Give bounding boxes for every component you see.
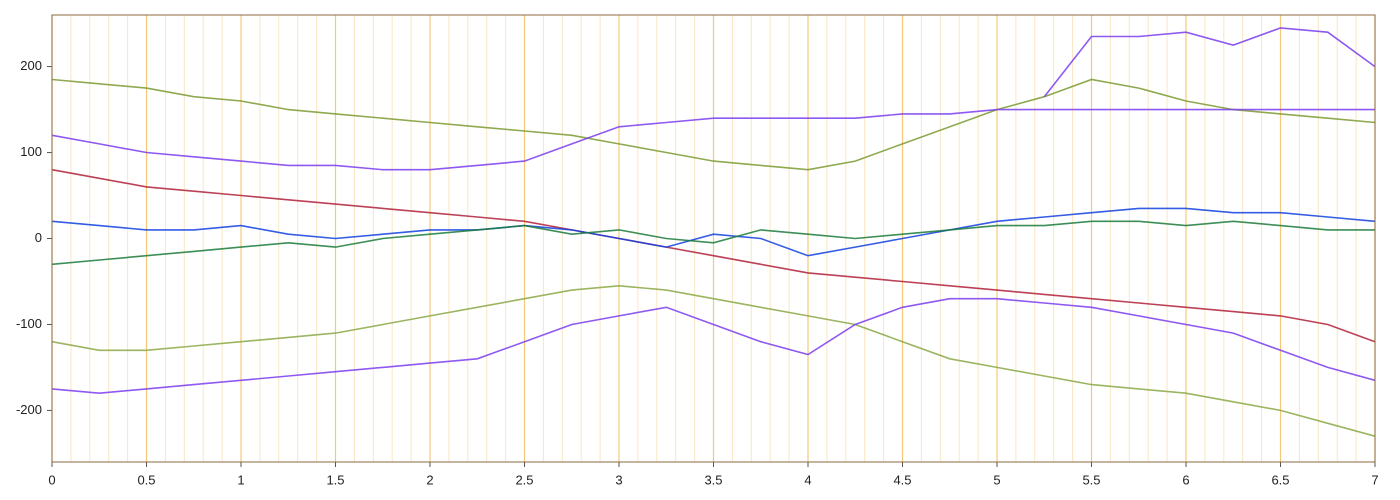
y-tick-label: -200 [16,402,42,417]
x-tick-label: 7 [1371,472,1378,487]
series-line [51,297,1376,395]
x-tick-label: 2 [426,472,433,487]
series-line [51,78,1376,171]
x-tick-label: 5 [993,472,1000,487]
x-tick-label: 3.5 [704,472,722,487]
plot-frame [51,14,1376,463]
y-tick-label: 100 [20,144,42,159]
y-tick-label: -100 [16,316,42,331]
x-tick-label: 2.5 [515,472,533,487]
x-tick-label: 6.5 [1271,472,1289,487]
x-tick-label: 4.5 [893,472,911,487]
x-tick-label: 1.5 [326,472,344,487]
x-tick-label: 6 [1182,472,1189,487]
x-tick-label: 5.5 [1082,472,1100,487]
series-line [1043,27,1376,98]
series-line [51,207,1376,257]
x-tick-label: 4 [804,472,811,487]
series-line [51,284,1376,437]
x-tick-label: 0.5 [137,472,155,487]
series-line [51,108,1375,171]
series-line [51,168,1376,343]
x-tick-label: 0 [48,472,55,487]
x-tick-label: 1 [237,472,244,487]
y-tick-label: 0 [35,230,42,245]
x-tick-label: 3 [615,472,622,487]
y-tick-label: 200 [20,58,42,73]
series-line [51,220,1375,266]
